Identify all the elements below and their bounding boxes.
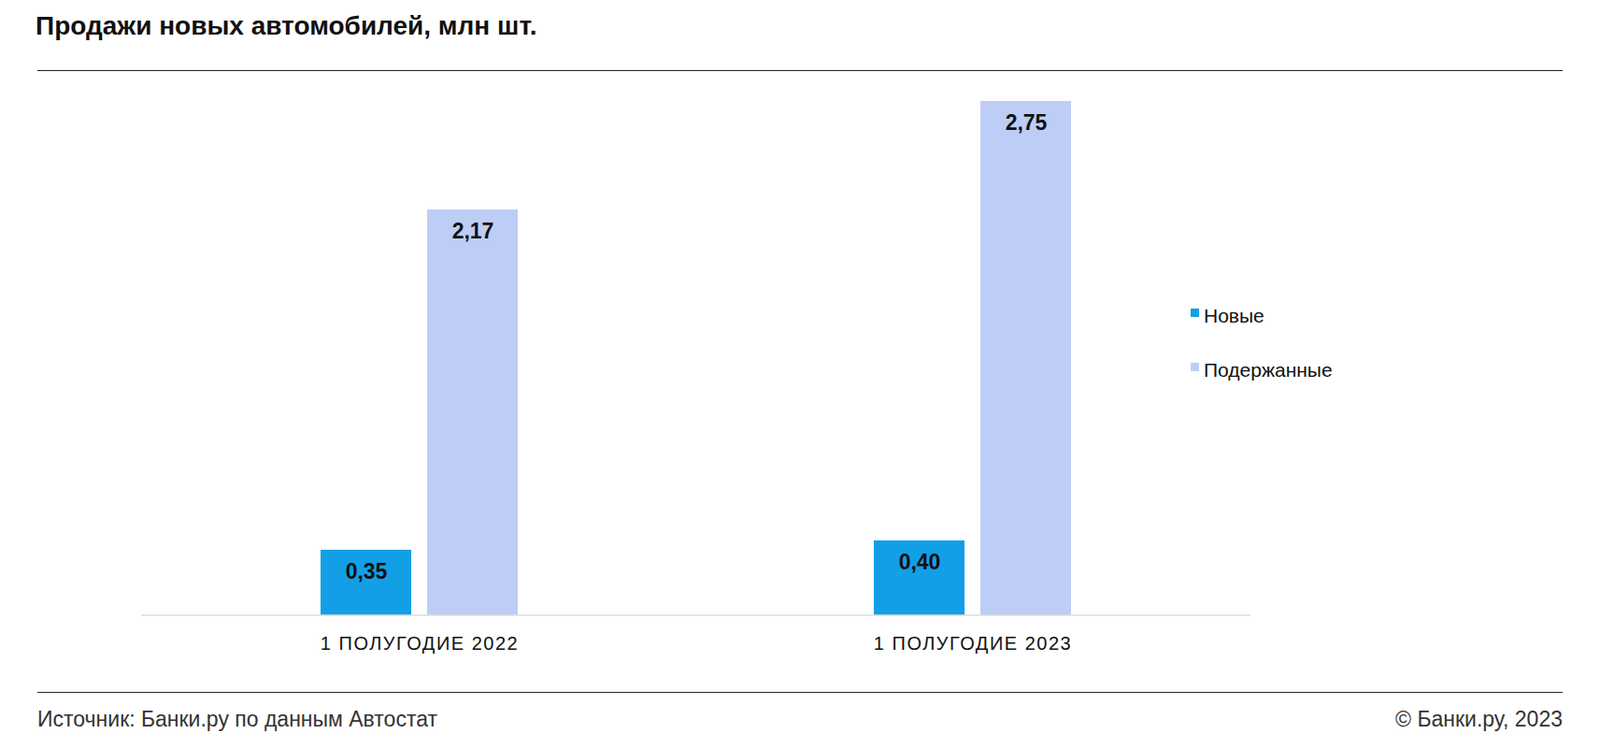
html-text:Продажи новых автомобилей, млн: Продажи новых автомобилей, млн шт.	[35, 11, 537, 41]
svg-text:1 ПОЛУГОДИЕ 2022: 1 ПОЛУГОДИЕ 2022	[320, 632, 519, 654]
svg-text:2,17: 2,17	[452, 218, 495, 243]
html-text:© Банки.ру, 2023: © Банки.ру, 2023	[1395, 706, 1563, 731]
html-text:Источник: Банки.ру по данным А: Источник: Банки.ру по данным Автостат	[37, 706, 438, 731]
svg-text:2,75: 2,75	[1005, 110, 1048, 135]
html-text:Подержанные: Подержанные	[1203, 358, 1333, 381]
svg-text:0,35: 0,35	[345, 558, 388, 584]
svg-text:1 ПОЛУГОДИЕ 2023: 1 ПОЛУГОДИЕ 2023	[873, 632, 1072, 654]
svg-text:0,40: 0,40	[899, 549, 942, 574]
html-text:Новые: Новые	[1203, 304, 1265, 327]
